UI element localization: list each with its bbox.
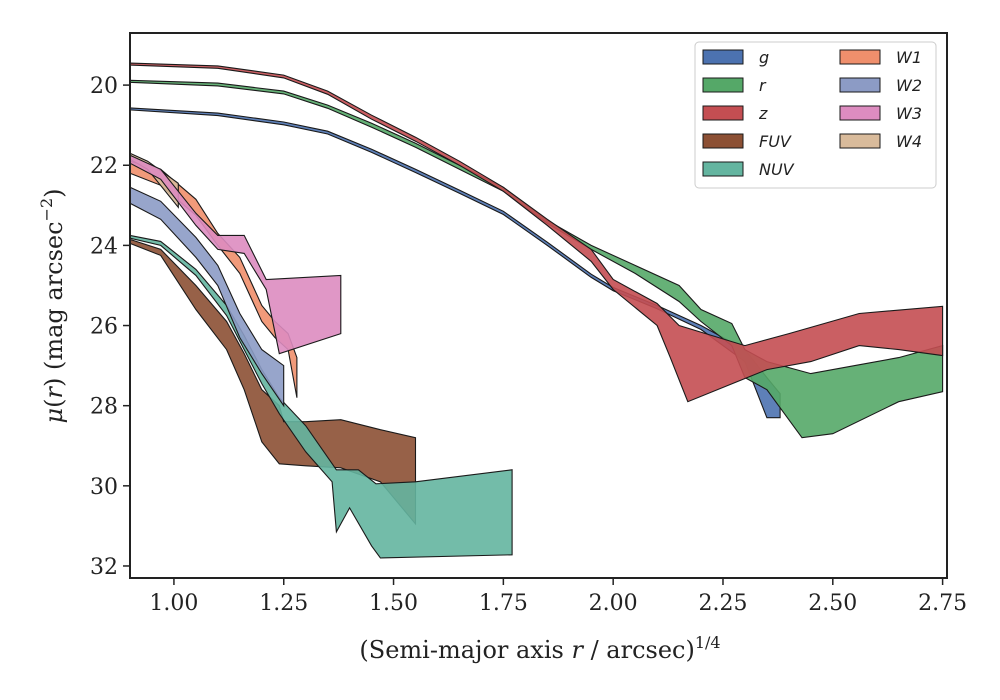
- y-tick-label: 22: [90, 154, 118, 179]
- x-axis-label: (Semi-major axis r / arcsec)1/4: [359, 633, 720, 664]
- y-axis-label: μ(r) (mag arcsec−2): [37, 188, 68, 423]
- legend-label-g: g: [759, 48, 769, 67]
- legend-swatch-w2: [839, 77, 881, 93]
- y-tick-label: 32: [90, 555, 118, 580]
- legend-label-w3: W3: [896, 104, 922, 123]
- x-tick-label: 1.75: [479, 591, 528, 616]
- x-tick-label: 2.00: [589, 591, 638, 616]
- legend-label-z: z: [758, 104, 768, 123]
- x-tick-label: 1.50: [369, 591, 418, 616]
- legend-label-fuv: FUV: [759, 132, 792, 151]
- y-tick-label: 24: [90, 234, 118, 259]
- band-fuv: [129, 238, 417, 526]
- plot-frame: [129, 32, 948, 579]
- legend-label-w4: W4: [896, 132, 922, 151]
- legend-swatch-nuv: [702, 161, 744, 177]
- band-g: [129, 107, 781, 419]
- legend-swatch-w4: [839, 133, 881, 149]
- x-tick-label: 2.50: [808, 591, 857, 616]
- legend-swatch-w1: [839, 49, 881, 65]
- legend-swatch-g: [702, 49, 744, 65]
- y-tick-label: 26: [90, 315, 118, 340]
- x-tick-label: 1.00: [149, 591, 198, 616]
- y-tick-label: 20: [90, 74, 118, 99]
- band-z: [129, 62, 944, 403]
- band-w2: [129, 186, 285, 408]
- y-axis-ticks: 20 22 24 26 28 30 32: [90, 74, 130, 580]
- legend-label-r: r: [759, 76, 767, 95]
- legend-label-w1: W1: [896, 48, 922, 67]
- legend-label-nuv: NUV: [759, 160, 795, 179]
- legend-swatch-z: [702, 105, 744, 121]
- x-tick-label: 2.25: [698, 591, 747, 616]
- legend-label-w2: W2: [896, 76, 922, 95]
- y-tick-label: 28: [90, 395, 118, 420]
- x-tick-label: 1.25: [259, 591, 308, 616]
- legend-swatch-r: [702, 77, 744, 93]
- data-bands: [129, 62, 944, 559]
- legend: grz FUV NUV W1 W2 W3 W4: [694, 41, 937, 189]
- legend-swatch-w3: [839, 105, 881, 121]
- x-tick-label: 2.75: [918, 591, 967, 616]
- x-axis-ticks: 1.00 1.25 1.50 1.75 2.00 2.25 2.50 2.75: [149, 578, 967, 616]
- band-w3: [129, 154, 342, 355]
- y-tick-label: 30: [90, 475, 118, 500]
- legend-swatch-fuv: [702, 133, 744, 149]
